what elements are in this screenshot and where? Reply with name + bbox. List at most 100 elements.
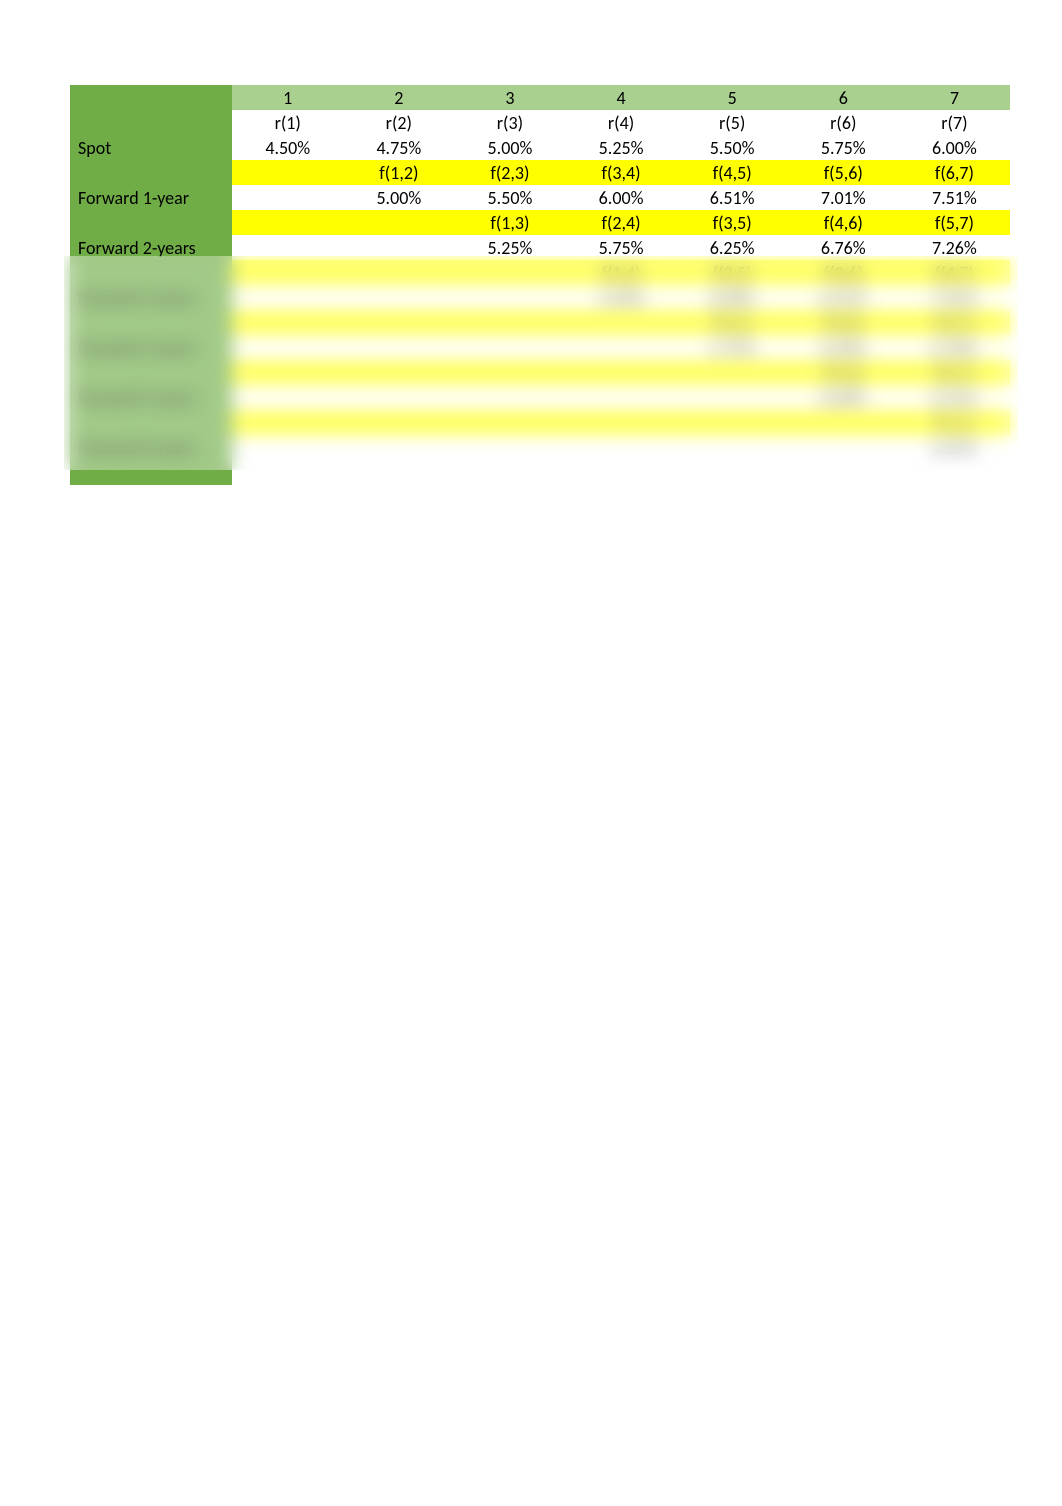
row-label: Spot [70,135,232,160]
cell: r(1) [232,110,343,135]
cell: r(4) [566,110,677,135]
row-label [70,310,232,335]
cell: 7.01% [899,285,1010,310]
cell [232,310,343,335]
row-label: Forward 5-years [70,385,232,410]
cell [566,385,677,410]
cell: r(3) [454,110,565,135]
row-label [70,210,232,235]
cell [343,360,454,385]
cell [232,385,343,410]
cell: f(1,4) [566,260,677,285]
table-row: Forward 3-years5.50%6.00%6.51%7.01% [70,285,1010,310]
cell: r(7) [899,110,1010,135]
cell: f(1,3) [454,210,565,235]
table-row: f(1,6)f(2,7) [70,360,1010,385]
cell [343,410,454,435]
cell [454,260,565,285]
rates-table: 1234567r(1)r(2)r(3)r(4)r(5)r(6)r(7)Spot4… [70,85,1010,485]
cell [454,335,565,360]
table-row: Forward 1-year5.00%5.50%6.00%6.51%7.01%7… [70,185,1010,210]
cell [232,435,343,460]
cell [343,285,454,310]
cell: r(5) [677,110,788,135]
cell [677,385,788,410]
row-label [70,260,232,285]
cell: 7.01% [788,185,899,210]
cell: 5.25% [454,235,565,260]
cell [454,460,565,485]
table-row: f(1,3)f(2,4)f(3,5)f(4,6)f(5,7) [70,210,1010,235]
cell: f(1,6) [788,360,899,385]
cell [232,285,343,310]
cell: f(1,5) [677,310,788,335]
cell: 7.26% [899,235,1010,260]
cell: 6.51% [899,385,1010,410]
cell: 5.50% [677,135,788,160]
cell [343,235,454,260]
row-label: Forward 3-years [70,285,232,310]
cell [232,360,343,385]
cell: f(3,5) [677,210,788,235]
cell: 5.75% [566,235,677,260]
row-label: Forward 1-year [70,185,232,210]
cell: 1 [232,85,343,110]
cell [566,410,677,435]
cell [232,335,343,360]
cell [454,410,565,435]
row-label: Forward 2-years [70,235,232,260]
cell: 6.76% [899,335,1010,360]
cell: f(4,6) [788,210,899,235]
cell: f(3,7) [899,310,1010,335]
cell: f(2,3) [454,160,565,185]
cell [566,460,677,485]
row-label [70,160,232,185]
cell: 5.50% [566,285,677,310]
cell: r(6) [788,110,899,135]
cell [232,260,343,285]
cell [232,410,343,435]
cell [343,335,454,360]
cell: 5.75% [788,135,899,160]
cell: 5.25% [566,135,677,160]
row-label [70,410,232,435]
cell [232,185,343,210]
row-label: Forward 4-years [70,335,232,360]
cell: f(2,7) [899,360,1010,385]
cell: 4.50% [232,135,343,160]
cell: 5.00% [343,185,454,210]
cell [566,310,677,335]
cell [677,360,788,385]
cell [788,460,899,485]
cell [788,435,899,460]
cell: f(4,5) [677,160,788,185]
table-row: f(1,7) [70,410,1010,435]
cell: 4 [566,85,677,110]
row-label [70,85,232,110]
row-label [70,360,232,385]
table-row: Forward 4-years5.75%6.26%6.76% [70,335,1010,360]
table-row: r(1)r(2)r(3)r(4)r(5)r(6)r(7) [70,110,1010,135]
cell [566,335,677,360]
row-label: Forward 6-years [70,435,232,460]
cell [454,360,565,385]
cell: f(5,6) [788,160,899,185]
table-row: 1234567 [70,85,1010,110]
cell: 6.76% [788,235,899,260]
cell: 7.51% [899,185,1010,210]
cell [343,385,454,410]
cell: f(3,4) [566,160,677,185]
table-row: f(1,5)f(2,6)f(3,7) [70,310,1010,335]
cell: 3 [454,85,565,110]
cell [232,210,343,235]
cell [343,435,454,460]
cell [232,235,343,260]
rates-table-body: 1234567r(1)r(2)r(3)r(4)r(5)r(6)r(7)Spot4… [70,85,1010,485]
cell: 6.00% [899,135,1010,160]
cell [677,460,788,485]
cell: f(5,7) [899,210,1010,235]
cell [343,210,454,235]
cell [343,310,454,335]
cell [343,260,454,285]
table-row: f(1,2)f(2,3)f(3,4)f(4,5)f(5,6)f(6,7) [70,160,1010,185]
